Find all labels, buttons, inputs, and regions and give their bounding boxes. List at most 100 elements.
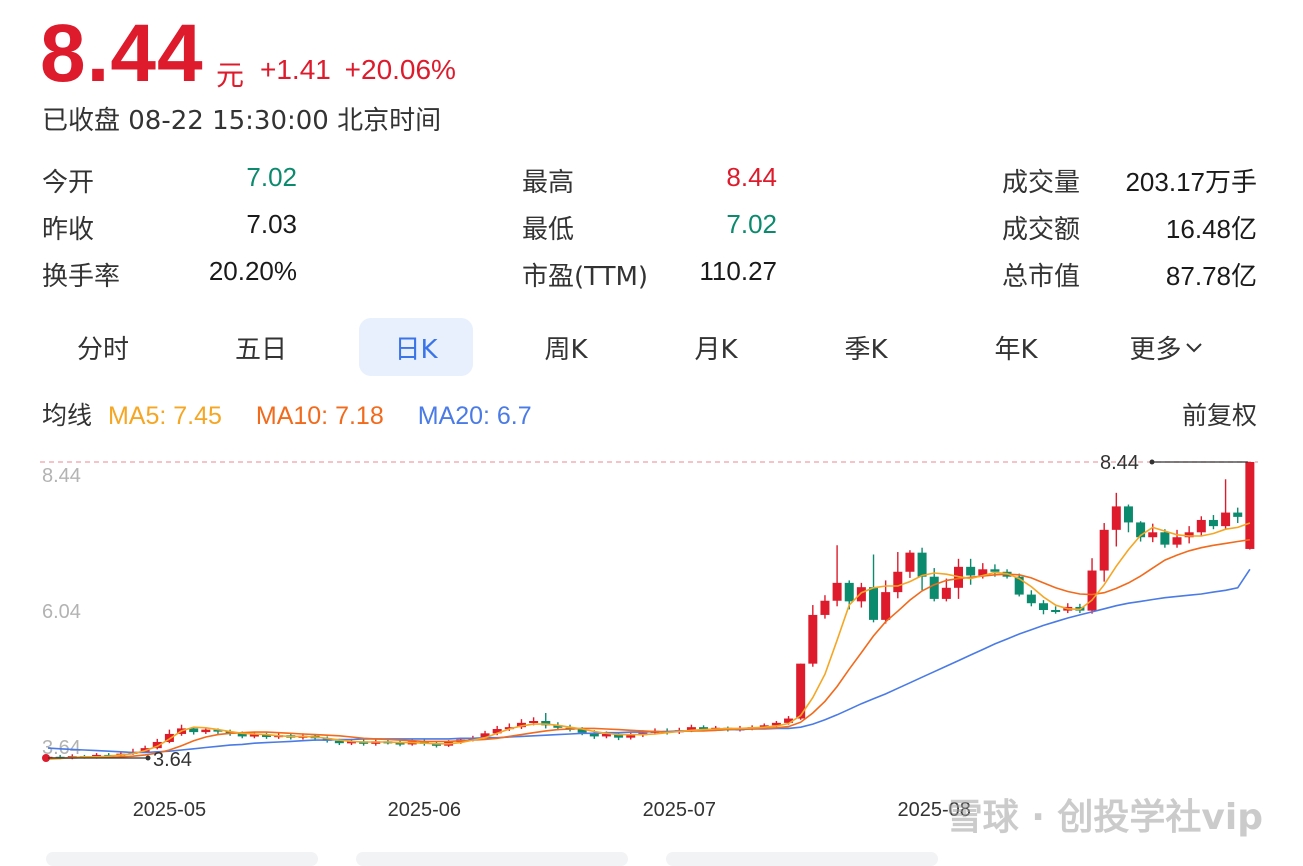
adjust-toggle[interactable]: 前复权 <box>1181 401 1257 430</box>
candle-body <box>771 722 781 726</box>
candle-body <box>1245 462 1255 549</box>
candle-body <box>189 728 199 733</box>
candle-body <box>589 732 599 737</box>
candle-body <box>1160 532 1170 545</box>
stat-value: 7.03 <box>246 209 297 239</box>
y-tick-label: 8.44 <box>42 465 81 487</box>
candle-body <box>856 587 866 602</box>
stat-value: 16.48亿 <box>1165 214 1257 244</box>
candle-body <box>1221 512 1231 527</box>
ma20-line <box>47 568 1251 754</box>
bottom-pill-1[interactable] <box>46 852 318 866</box>
ma20-value: MA20: 6.7 <box>417 402 532 430</box>
candle-body <box>796 663 806 719</box>
candle-body <box>820 600 830 615</box>
current-price: 8.44 <box>40 8 204 99</box>
stat-value: 20.20% <box>208 256 297 286</box>
candle-body <box>844 582 854 602</box>
candle-body <box>1111 506 1121 530</box>
min-price-label: 3.64 <box>153 749 192 771</box>
tab-label: 更多 <box>1129 334 1182 365</box>
candle-body <box>978 569 988 576</box>
candle-body <box>893 571 903 593</box>
max-marker-dot <box>1149 459 1155 465</box>
candle-body <box>881 592 891 620</box>
bottom-pill-3[interactable] <box>666 852 938 866</box>
kline-chart[interactable]: 8.44 6.04 3.64 8.44 3.64 2025-05 2025-06 2025-0… <box>0 440 1303 840</box>
tab-label: 日K <box>394 334 438 365</box>
candle-body <box>237 733 247 737</box>
candle-body <box>1026 594 1036 604</box>
candle-body <box>213 729 223 732</box>
candle-body <box>395 742 405 745</box>
candle-body <box>929 576 939 599</box>
y-tick-label: 3.64 <box>42 737 81 759</box>
watermark: 雪球 · 创投学社vip <box>946 797 1263 838</box>
chevron-down-icon <box>1185 343 1202 353</box>
market-status: 已收盘 08-22 15:30:00 北京时间 <box>42 106 442 136</box>
change-percent: +20.06% <box>344 54 456 85</box>
stat-label: 最高 <box>522 168 575 198</box>
candle-body <box>601 733 611 737</box>
candle-body <box>1172 537 1182 545</box>
tab-label: 五日 <box>234 334 287 365</box>
candle-body <box>262 734 272 738</box>
tab-8[interactable]: 更多 <box>1109 318 1223 376</box>
tab-label: 年K <box>994 334 1038 365</box>
candle-body <box>869 587 879 620</box>
tab-5[interactable]: 月K <box>659 318 773 376</box>
candle-body <box>941 587 951 599</box>
candle-body <box>990 569 1000 572</box>
ma-legend: 均线 MA5: 7.45 MA10: 7.18 MA20: 6.7 <box>42 396 532 432</box>
candle-body <box>626 735 636 738</box>
bottom-pill-2[interactable] <box>356 852 628 866</box>
price-change: +1.41 +20.06% <box>260 54 456 86</box>
stat-value: 87.78亿 <box>1165 261 1257 291</box>
candle-body <box>577 729 587 733</box>
tab-4[interactable]: 周K <box>509 318 623 376</box>
tab-1[interactable]: 分时 <box>46 318 160 376</box>
x-tick-label: 2025-06 <box>388 799 461 821</box>
stat-value: 8.44 <box>726 162 777 192</box>
stat-label: 市盈(TTM) <box>522 262 649 292</box>
candle-body <box>334 740 344 744</box>
tab-6[interactable]: 季K <box>809 318 923 376</box>
candle-body <box>917 552 927 577</box>
x-tick-label: 2025-07 <box>643 799 716 821</box>
stat-label: 最低 <box>522 215 575 245</box>
candle-body <box>832 582 842 601</box>
candle-body <box>784 718 794 723</box>
x-tick-label: 2025-05 <box>133 799 206 821</box>
stat-label: 总市值 <box>1002 262 1081 292</box>
candle-body <box>686 727 696 731</box>
candle-body <box>759 725 769 728</box>
candle-body <box>1148 532 1158 538</box>
candle-body <box>225 731 235 734</box>
candle-body <box>553 725 563 728</box>
candle-body <box>1087 570 1097 611</box>
candle-body <box>249 734 259 737</box>
min-marker-dot <box>145 755 151 761</box>
ma10-value: MA10: 7.18 <box>255 402 384 430</box>
tab-3[interactable]: 日K <box>359 318 473 376</box>
candle-body <box>1014 576 1024 595</box>
tab-label: 分时 <box>76 334 129 365</box>
candle-body <box>152 741 162 749</box>
candle-body <box>492 729 502 734</box>
candle-body <box>529 721 539 723</box>
max-price-label: 8.44 <box>1100 452 1139 474</box>
stat-label: 今开 <box>42 168 95 198</box>
ma5-line <box>47 522 1251 760</box>
tab-7[interactable]: 年K <box>959 318 1073 376</box>
candle-body <box>347 741 356 744</box>
candle-body <box>1136 522 1146 538</box>
stat-label: 成交量 <box>1002 168 1081 198</box>
tab-label: 季K <box>844 334 888 365</box>
candle-body <box>966 566 976 576</box>
candle-body <box>1233 512 1243 517</box>
stat-label: 成交额 <box>1002 215 1081 245</box>
tab-2[interactable]: 五日 <box>204 318 318 376</box>
candle-body <box>808 614 818 664</box>
candle-body <box>614 733 624 738</box>
ma5-value: MA5: 7.45 <box>107 402 222 430</box>
